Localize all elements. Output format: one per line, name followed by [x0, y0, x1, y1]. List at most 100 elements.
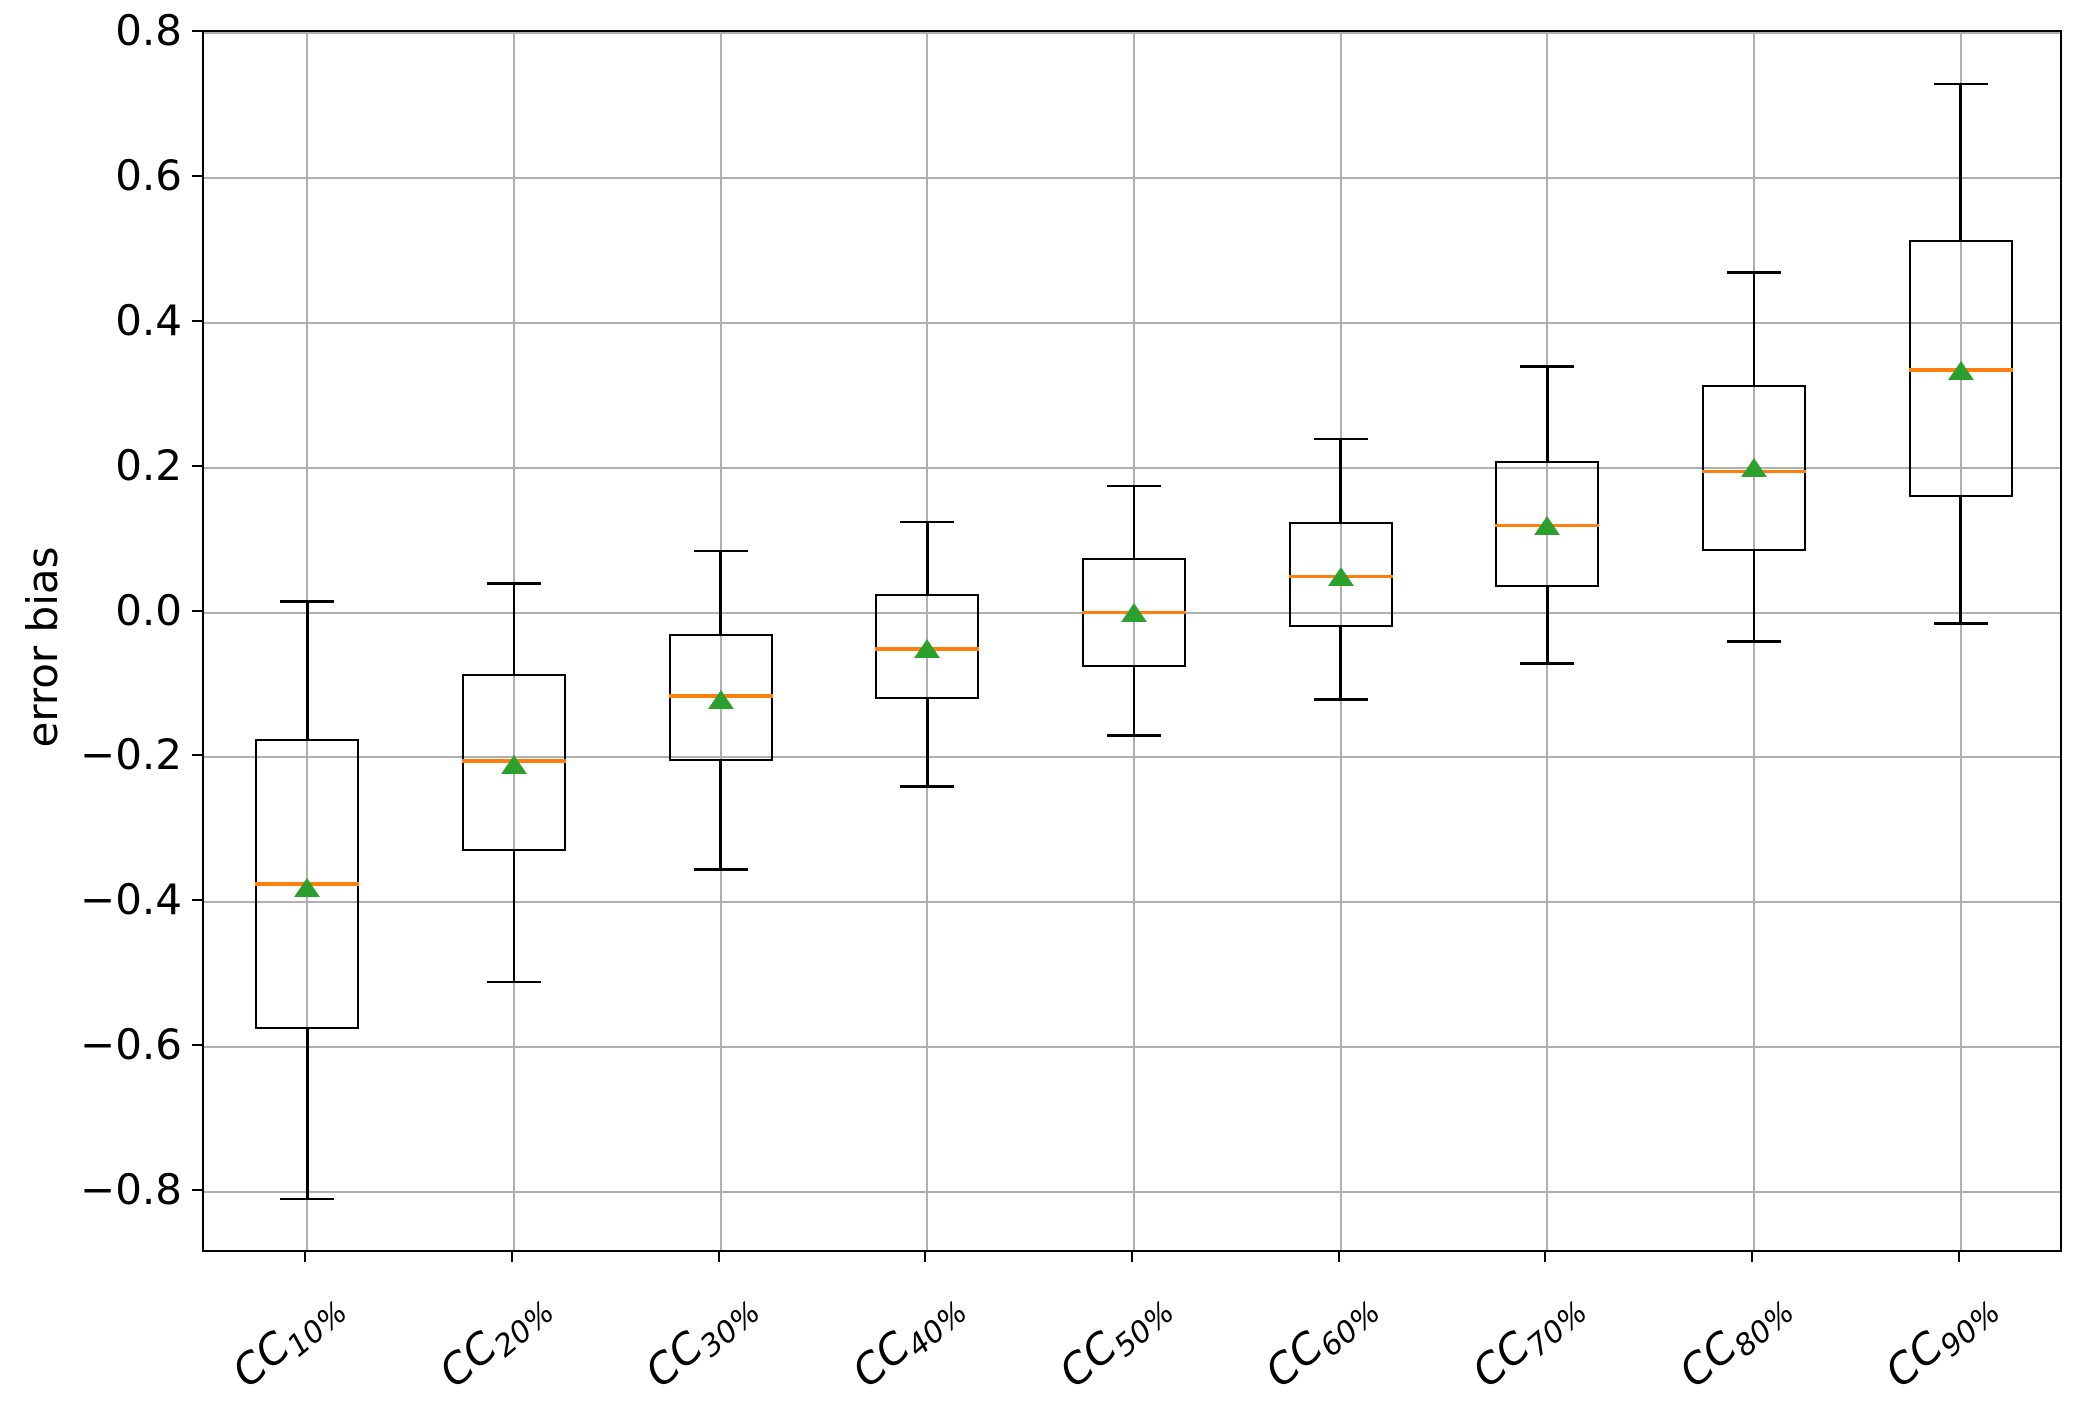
upper-whisker-stem [306, 601, 309, 740]
upper-whisker-cap [1727, 271, 1781, 274]
y-tick-label: 0.6 [115, 151, 182, 201]
v-gridline [719, 32, 722, 1250]
iqr-box [668, 634, 773, 761]
plot-area [202, 30, 2062, 1252]
mean-triangle-marker [1947, 360, 1974, 380]
y-tick-label: −0.4 [80, 875, 182, 925]
upper-whisker-stem [926, 522, 929, 595]
upper-whisker-cap [487, 582, 541, 585]
h-gridline [204, 1045, 2060, 1048]
y-tick-label: −0.6 [80, 1019, 182, 1069]
y-tick-mark [192, 464, 202, 467]
y-tick-label: 0.8 [115, 6, 182, 56]
upper-whisker-cap [693, 549, 748, 553]
lower-whisker-cap [1313, 698, 1368, 701]
x-tick-mark [1544, 1252, 1547, 1262]
upper-whisker-cap [1520, 365, 1575, 368]
mean-triangle-marker [1741, 458, 1767, 478]
x-tick-mark [304, 1252, 307, 1262]
x-tick-label: CC90% [1876, 1282, 2008, 1400]
upper-whisker-stem [719, 551, 722, 635]
upper-whisker-cap [1933, 82, 1988, 86]
lower-whisker-stem [719, 761, 722, 870]
y-tick-mark [192, 1188, 202, 1191]
h-gridline [204, 901, 2060, 904]
lower-whisker-stem [512, 851, 516, 982]
v-gridline [1959, 32, 1962, 1250]
mean-triangle-marker [501, 755, 527, 775]
x-tick-mark [1131, 1252, 1133, 1262]
y-tick-mark [192, 320, 202, 323]
y-tick-mark [192, 30, 202, 33]
upper-whisker-stem [1339, 438, 1342, 523]
x-tick-label: CC40% [843, 1282, 975, 1400]
x-tick-label: CC80% [1669, 1282, 1801, 1400]
upper-whisker-cap [1107, 484, 1161, 488]
h-gridline [204, 1190, 2060, 1193]
upper-whisker-stem [1132, 485, 1136, 559]
x-tick-mark [717, 1252, 720, 1262]
x-tick-label: CC30% [636, 1282, 768, 1400]
iqr-box [1288, 522, 1393, 628]
mean-triangle-marker [914, 639, 941, 659]
upper-whisker-stem [1959, 84, 1962, 240]
x-tick-mark [1751, 1252, 1753, 1262]
v-gridline [1133, 32, 1135, 1250]
lower-whisker-stem [1132, 666, 1136, 736]
x-tick-label: CC10% [223, 1282, 355, 1400]
upper-whisker-stem [512, 583, 516, 675]
lower-whisker-cap [487, 980, 541, 984]
iqr-box [462, 674, 566, 852]
x-tick-mark [924, 1252, 927, 1262]
upper-whisker-cap [1313, 437, 1368, 441]
x-tick-label: CC50% [1049, 1282, 1181, 1400]
x-tick-label: CC60% [1256, 1282, 1388, 1400]
x-tick-mark [1337, 1252, 1340, 1262]
lower-whisker-cap [1107, 734, 1161, 737]
y-tick-label: −0.2 [80, 730, 182, 780]
lower-whisker-stem [1959, 496, 1962, 624]
lower-whisker-cap [1727, 640, 1781, 643]
mean-triangle-marker [707, 689, 734, 709]
y-tick-mark [192, 1043, 202, 1046]
lower-whisker-cap [693, 868, 748, 871]
mean-triangle-marker [1121, 603, 1147, 623]
upper-whisker-stem [1752, 272, 1756, 385]
mean-triangle-marker [1327, 566, 1354, 586]
lower-whisker-cap [1520, 662, 1575, 665]
iqr-box [875, 594, 980, 700]
y-tick-mark [192, 754, 202, 757]
y-tick-label: −0.8 [80, 1164, 182, 1214]
mean-triangle-marker [1534, 516, 1561, 536]
lower-whisker-cap [900, 785, 955, 788]
y-tick-label: 0.2 [115, 440, 182, 490]
h-gridline [204, 322, 2060, 325]
x-tick-label: CC20% [429, 1282, 561, 1400]
lower-whisker-stem [1752, 551, 1756, 642]
mean-triangle-marker [294, 878, 321, 898]
lower-whisker-stem [926, 699, 929, 787]
upper-whisker-stem [1546, 366, 1549, 461]
lower-whisker-stem [1546, 587, 1549, 664]
upper-whisker-cap [280, 600, 335, 603]
h-gridline [204, 756, 2060, 759]
h-gridline [204, 177, 2060, 180]
y-tick-mark [192, 609, 202, 612]
y-tick-label: 0.4 [115, 296, 182, 346]
h-gridline [204, 466, 2060, 469]
lower-whisker-cap [1933, 622, 1988, 625]
h-gridline [204, 32, 2060, 35]
x-tick-label: CC70% [1463, 1282, 1595, 1400]
iqr-box [1702, 384, 1806, 552]
lower-whisker-stem [1339, 627, 1342, 700]
x-tick-mark [1957, 1252, 1960, 1262]
y-tick-mark [192, 899, 202, 902]
y-tick-mark [192, 175, 202, 178]
iqr-box [1908, 239, 2013, 497]
lower-whisker-stem [306, 1028, 309, 1199]
upper-whisker-cap [900, 520, 955, 524]
x-tick-mark [511, 1252, 513, 1262]
y-tick-label: 0.0 [115, 585, 182, 635]
lower-whisker-cap [280, 1197, 335, 1201]
